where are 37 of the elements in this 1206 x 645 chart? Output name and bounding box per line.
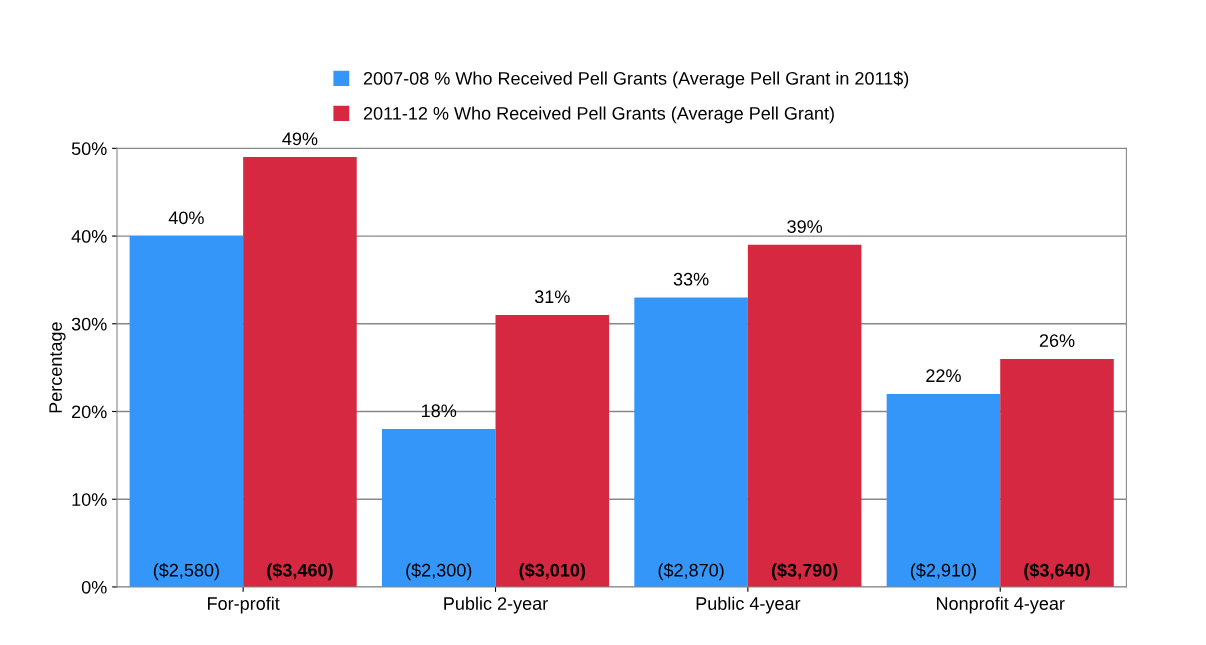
- text: 31%: [534, 290, 570, 304]
- text: 40%: [168, 211, 204, 225]
- text: 33%: [673, 272, 709, 286]
- bar: [129, 236, 244, 587]
- bar: [886, 393, 1001, 587]
- y-tick-label: 10%: [72, 493, 107, 506]
- bar: [381, 429, 496, 587]
- legend-label: 2007-08 % Who Received Pell Grants (Average Pell Grant in 2011$): [363, 71, 909, 89]
- x-tick-label: Public 4-year: [696, 596, 801, 614]
- y-tick-label: 50%: [71, 142, 107, 156]
- text: 49%: [282, 132, 318, 146]
- annotation: ($3,460): [267, 563, 333, 581]
- bar: [243, 157, 357, 587]
- annotation: ($2,300): [406, 563, 472, 581]
- annotation: ($2,870): [658, 563, 724, 581]
- legend-label: 2011-12 % Who Received Pell Grants (Average Pell Grant): [363, 106, 834, 124]
- x-tick-label: Public 2-year: [444, 596, 548, 614]
- text: 18%: [422, 404, 457, 418]
- x-tick-label: For-profit: [208, 596, 280, 614]
- y-axis-title: Percentage: [49, 322, 66, 413]
- bar: [1000, 358, 1114, 587]
- y-tick-label: 0%: [81, 580, 107, 594]
- text: 22%: [926, 369, 961, 382]
- y-tick-label: 20%: [72, 405, 107, 419]
- bar: [634, 297, 748, 587]
- annotation: ($2,580): [153, 563, 219, 581]
- annotation: ($3,640): [1024, 563, 1090, 581]
- x-tick-label: Nonprofit 4-year: [936, 596, 1065, 614]
- annotation: ($3,010): [519, 563, 586, 581]
- text: 39%: [787, 220, 823, 233]
- annotation: ($2,910): [910, 563, 976, 581]
- y-tick-label: 30%: [71, 317, 107, 331]
- y-tick-label: 40%: [71, 230, 107, 243]
- bar: [495, 315, 610, 587]
- text: 26%: [1039, 334, 1075, 347]
- annotation: ($3,790): [771, 563, 838, 581]
- bar: [747, 244, 862, 587]
